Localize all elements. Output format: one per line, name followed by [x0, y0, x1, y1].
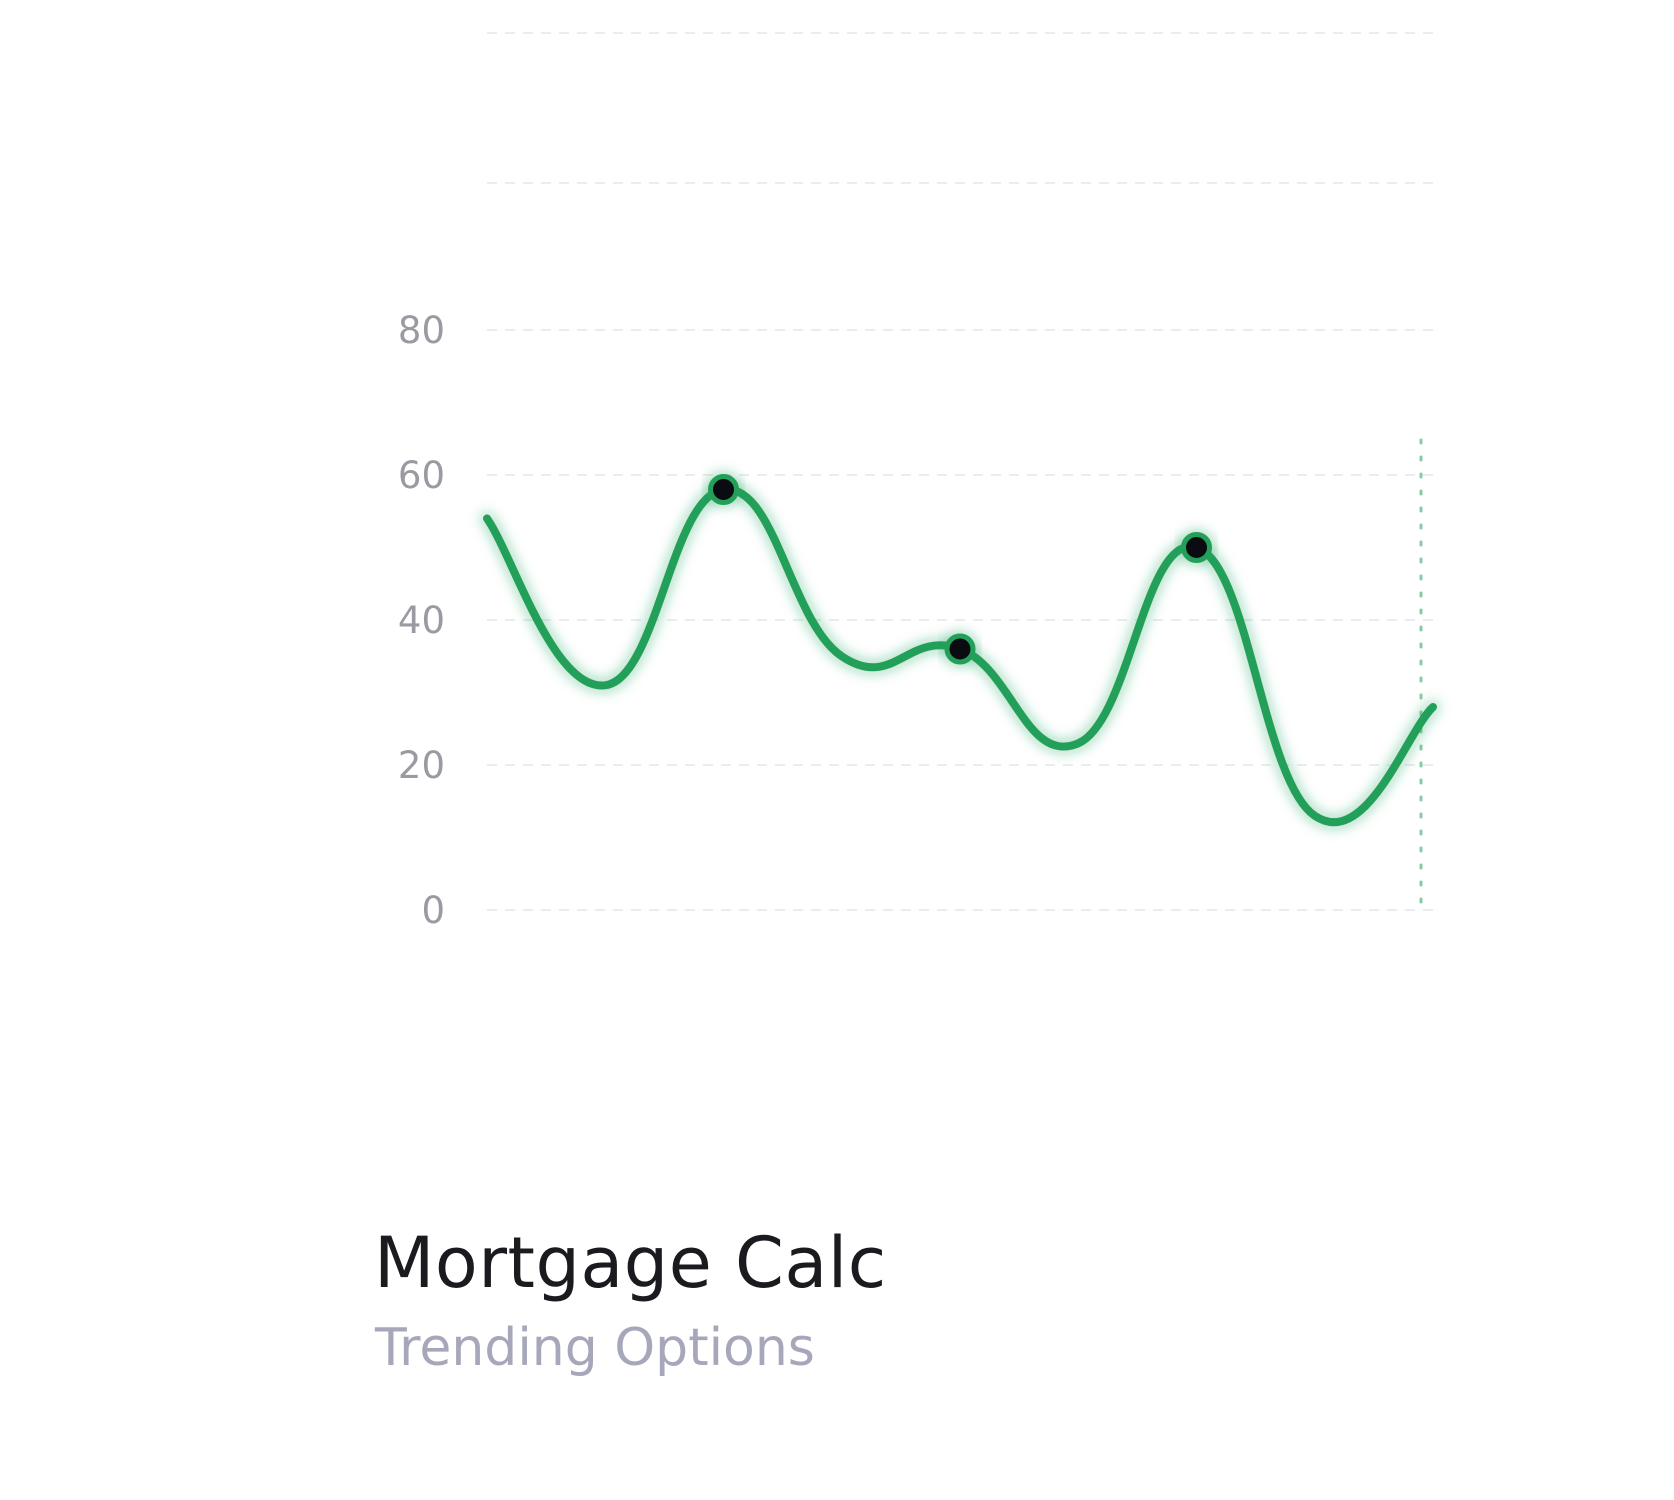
y-tick-label-0: 0	[421, 889, 445, 932]
y-tick-label-40: 40	[398, 599, 445, 642]
highlight-markers	[705, 471, 1215, 667]
card-subtitle: Trending Options	[375, 1318, 815, 1378]
y-tick-label-20: 20	[398, 744, 445, 787]
grid-lines	[487, 32, 1433, 911]
y-axis-ticks: 0 20 40 60 80	[398, 309, 445, 932]
card-title: Mortgage Calc	[374, 1222, 887, 1304]
y-tick-label-80: 80	[398, 309, 445, 352]
highlight-point-1[interactable]	[944, 633, 976, 665]
highlight-point-2[interactable]	[1181, 532, 1212, 563]
highlight-point-0[interactable]	[708, 474, 739, 505]
y-tick-label-60: 60	[398, 454, 445, 497]
